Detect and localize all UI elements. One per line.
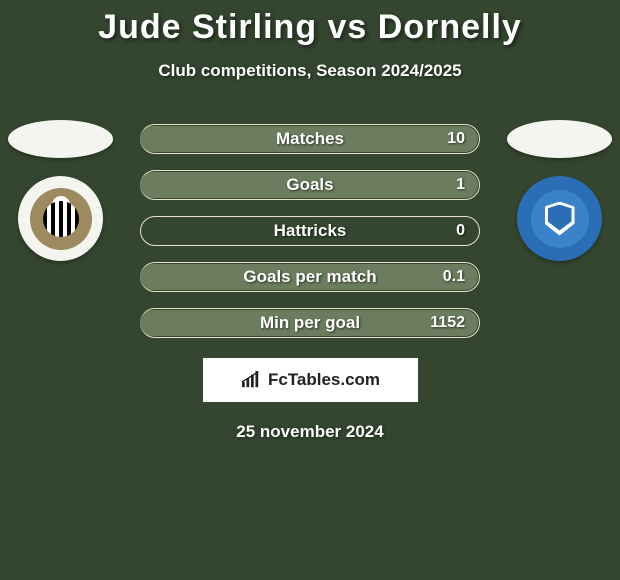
stat-row: Goals 1 xyxy=(140,170,480,200)
player-left-zone xyxy=(8,120,113,261)
page-title: Jude Stirling vs Dornelly xyxy=(0,0,620,47)
brand-text: FcTables.com xyxy=(268,370,380,390)
avatar-right xyxy=(507,120,612,158)
club-badge-left-inner xyxy=(30,188,92,250)
stat-right-value: 0.1 xyxy=(443,268,465,286)
date-text: 25 november 2024 xyxy=(0,422,620,442)
stats-panel: Matches 10 Goals 1 Hattricks 0 Goals per match… xyxy=(140,124,480,354)
stat-label: Matches xyxy=(276,129,344,149)
player-right-zone xyxy=(507,120,612,261)
stat-label: Min per goal xyxy=(260,313,360,333)
bar-chart-icon xyxy=(240,371,262,389)
stat-right-value: 10 xyxy=(447,130,465,148)
stat-label: Goals xyxy=(286,175,333,195)
footer-block: FcTables.com 25 november 2024 xyxy=(0,352,620,442)
stat-row: Min per goal 1152 xyxy=(140,308,480,338)
stat-label: Hattricks xyxy=(274,221,347,241)
stat-label: Goals per match xyxy=(243,267,376,287)
stripes-icon xyxy=(43,201,79,237)
shield-icon xyxy=(545,202,575,236)
subtitle: Club competitions, Season 2024/2025 xyxy=(0,61,620,81)
stat-right-value: 0 xyxy=(456,222,465,240)
stat-row: Matches 10 xyxy=(140,124,480,154)
club-badge-right xyxy=(517,176,602,261)
stat-right-value: 1 xyxy=(456,176,465,194)
stat-row: Hattricks 0 xyxy=(140,216,480,246)
brand-box[interactable]: FcTables.com xyxy=(203,358,418,402)
club-badge-left xyxy=(18,176,103,261)
club-badge-right-inner xyxy=(531,190,589,248)
stat-row: Goals per match 0.1 xyxy=(140,262,480,292)
stat-right-value: 1152 xyxy=(430,314,465,332)
avatar-left xyxy=(8,120,113,158)
